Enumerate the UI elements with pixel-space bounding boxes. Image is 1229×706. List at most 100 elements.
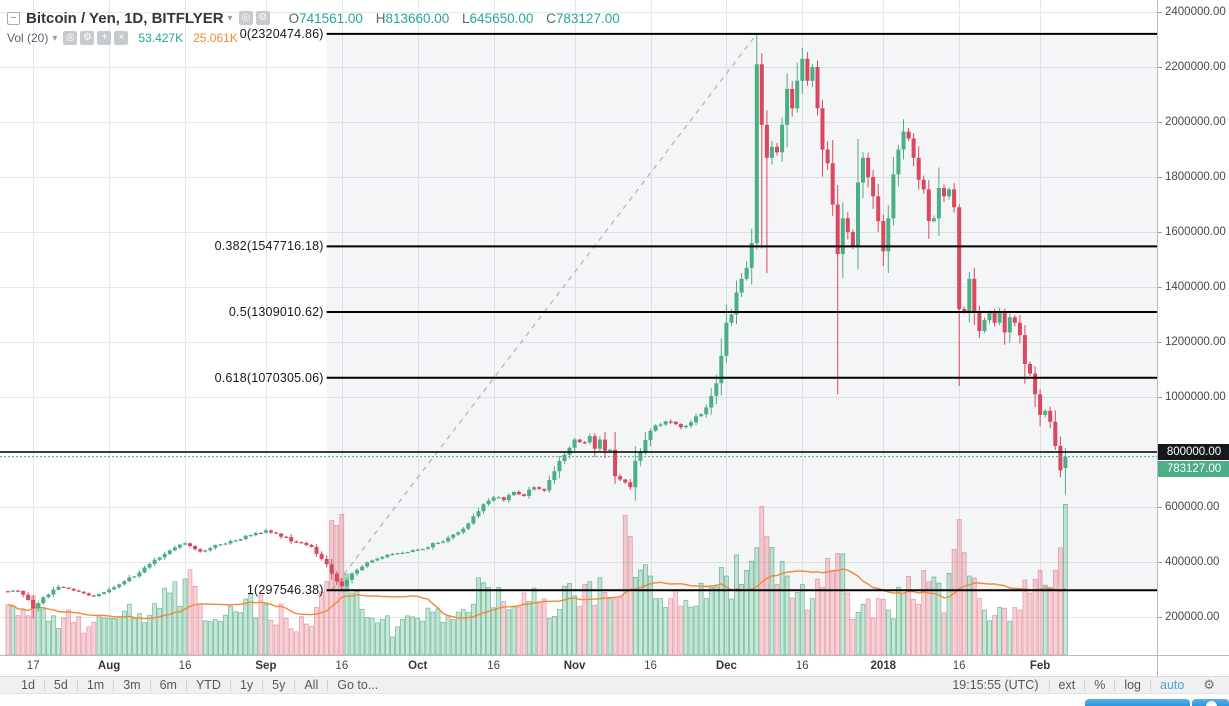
- volume-bar: [1017, 609, 1023, 655]
- volume-bar: [162, 587, 168, 655]
- volume-indicator-title[interactable]: Vol (20): [7, 31, 49, 45]
- bottom-blue-side-button[interactable]: [1192, 699, 1229, 706]
- volume-bar: [769, 547, 775, 655]
- candle: [81, 591, 86, 594]
- bottom-blue-button[interactable]: [1085, 699, 1190, 706]
- settings-gear-icon[interactable]: ⚙: [1203, 677, 1215, 692]
- candle: [162, 553, 167, 558]
- volume-bar: [359, 609, 365, 655]
- candle: [152, 559, 157, 564]
- volume-bar: [587, 581, 593, 655]
- volume-bar: [152, 603, 157, 655]
- log-scale-button[interactable]: log: [1124, 678, 1141, 692]
- volume-bar: [390, 636, 395, 655]
- candle: [441, 541, 445, 543]
- ext-button[interactable]: ext: [1058, 678, 1076, 692]
- range-button-all[interactable]: All: [304, 678, 319, 692]
- high-label: H: [375, 10, 386, 26]
- candle: [324, 559, 329, 565]
- candle: [603, 439, 607, 451]
- range-button-1y[interactable]: 1y: [239, 678, 254, 692]
- candle: [830, 163, 835, 205]
- candle: [238, 539, 243, 541]
- candle: [608, 449, 612, 451]
- gear-icon[interactable]: ⚙: [80, 31, 95, 45]
- time-axis[interactable]: 17 Aug 16 Sep 16 Oct 16 Nov 16 Dec 16 2018 16 Feb: [0, 655, 1157, 676]
- candle: [415, 549, 420, 551]
- candle: [436, 542, 440, 544]
- plus-icon[interactable]: +: [97, 31, 112, 45]
- volume-bar: [582, 584, 588, 655]
- symbol-title[interactable]: Bitcoin / Yen, 1D, BITFLYER: [26, 9, 224, 27]
- volume-bar: [1012, 607, 1018, 655]
- volume-bar: [926, 581, 932, 655]
- range-button-1d[interactable]: 1d: [21, 678, 35, 692]
- candle: [274, 532, 279, 534]
- range-button-1m[interactable]: 1m: [86, 678, 105, 692]
- candle: [223, 543, 228, 545]
- x-axis-label: Aug: [97, 660, 121, 672]
- axis-tick: [1158, 122, 1162, 123]
- volume-bar: [663, 607, 669, 655]
- candle: [420, 548, 425, 550]
- chevron-down-icon[interactable]: ▾: [52, 32, 58, 44]
- chevron-down-icon[interactable]: ▾: [227, 12, 233, 24]
- candle: [511, 491, 516, 496]
- candle: [699, 414, 704, 417]
- candle: [1063, 456, 1068, 468]
- volume-bar: [268, 619, 274, 655]
- volume-bar: [1022, 579, 1028, 655]
- candle: [248, 535, 253, 537]
- candle: [1038, 394, 1043, 415]
- candle: [1022, 335, 1027, 364]
- candle: [881, 221, 886, 252]
- candle: [258, 532, 263, 534]
- axis-tick: [1158, 177, 1162, 178]
- gear-icon[interactable]: ⚙: [255, 11, 270, 25]
- volume-bar: [182, 578, 188, 655]
- range-button-5y[interactable]: 5y: [272, 678, 286, 692]
- percent-scale-button[interactable]: %: [1094, 678, 1106, 692]
- close-icon[interactable]: ×: [114, 31, 129, 45]
- volume-bar: [91, 621, 97, 655]
- volume-value: 53.427K: [138, 31, 184, 45]
- volume-bar: [465, 612, 471, 655]
- volume-bar: [258, 594, 264, 655]
- candle: [71, 588, 76, 591]
- volume-bar: [526, 601, 532, 655]
- candle: [633, 460, 638, 488]
- eye-icon[interactable]: ◎: [238, 11, 253, 25]
- volume-bar: [805, 609, 810, 655]
- candle: [400, 552, 405, 554]
- goto-button[interactable]: Go to...: [337, 678, 379, 692]
- x-axis-label: 16: [952, 660, 966, 672]
- candle: [962, 309, 967, 312]
- price-chart-svg[interactable]: [0, 0, 1157, 655]
- collapse-pane-icon[interactable]: −: [7, 11, 20, 25]
- range-button-5d[interactable]: 5d: [53, 678, 68, 692]
- candle: [876, 196, 881, 222]
- range-button-3m[interactable]: 3m: [123, 678, 141, 692]
- range-button-ytd[interactable]: YTD: [195, 678, 221, 692]
- volume-bar: [870, 617, 876, 655]
- price-axis[interactable]: 2400000.00 2200000.00 2000000.00 1800000.00…: [1157, 0, 1229, 655]
- candle: [896, 149, 901, 175]
- volume-bar: [966, 575, 972, 655]
- range-button-6m[interactable]: 6m: [159, 678, 177, 692]
- candle: [557, 461, 562, 472]
- volume-bar: [875, 598, 881, 655]
- candle: [390, 554, 395, 556]
- volume-bar: [126, 603, 132, 655]
- axis-tick: [1158, 12, 1162, 13]
- volume-bar: [46, 620, 51, 655]
- x-axis-label: Feb: [1029, 660, 1051, 672]
- volume-bar: [713, 586, 719, 655]
- chart-pane[interactable]: 0(2320474.86) 0.382(1547716.18) 0.5(130901…: [0, 0, 1157, 655]
- eye-icon[interactable]: ◎: [63, 31, 78, 45]
- candle: [496, 497, 501, 499]
- candle: [891, 174, 896, 219]
- clock-utc[interactable]: 19:15:55 (UTC): [952, 678, 1039, 692]
- auto-scale-button[interactable]: auto: [1160, 678, 1185, 692]
- candle: [76, 590, 81, 592]
